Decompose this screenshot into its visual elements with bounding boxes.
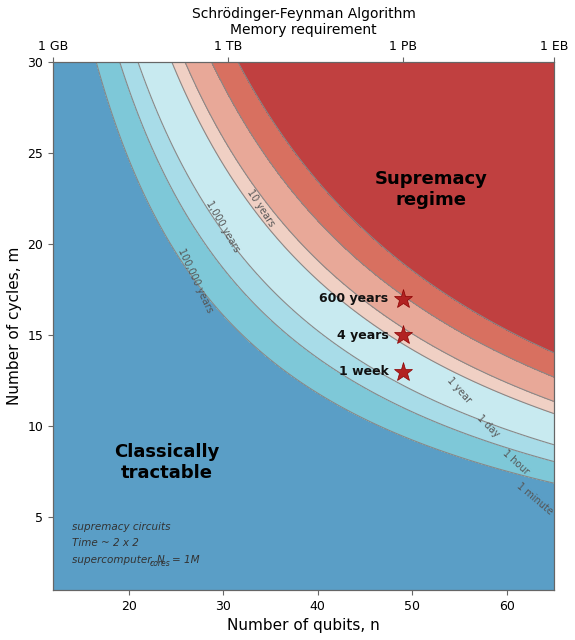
Text: = 1M: = 1M	[172, 554, 200, 564]
Text: Time ~ 2 x 2: Time ~ 2 x 2	[72, 538, 139, 548]
Text: 1,000 years: 1,000 years	[205, 198, 242, 253]
Text: 100,000 years: 100,000 years	[175, 247, 214, 314]
Text: 1 day: 1 day	[474, 413, 501, 439]
Text: supremacy circuits: supremacy circuits	[72, 522, 171, 532]
Text: Supremacy
regime: Supremacy regime	[374, 170, 488, 209]
Text: 600 years: 600 years	[319, 292, 389, 305]
X-axis label: Schrödinger-Feynman Algorithm
Memory requirement: Schrödinger-Feynman Algorithm Memory req…	[191, 7, 415, 37]
Text: 1 hour: 1 hour	[501, 448, 531, 477]
Text: cores: cores	[150, 559, 170, 568]
Text: supercomputer, N: supercomputer, N	[72, 554, 165, 564]
Text: 1 week: 1 week	[339, 365, 389, 378]
Text: 10 years: 10 years	[246, 188, 277, 228]
Text: 1 minute: 1 minute	[515, 481, 555, 516]
Text: 1 year: 1 year	[445, 375, 473, 404]
Text: 4 years: 4 years	[337, 329, 389, 342]
Y-axis label: Number of cycles, m: Number of cycles, m	[7, 247, 22, 405]
X-axis label: Number of qubits, n: Number of qubits, n	[227, 618, 380, 633]
Text: Classically
tractable: Classically tractable	[114, 443, 219, 482]
